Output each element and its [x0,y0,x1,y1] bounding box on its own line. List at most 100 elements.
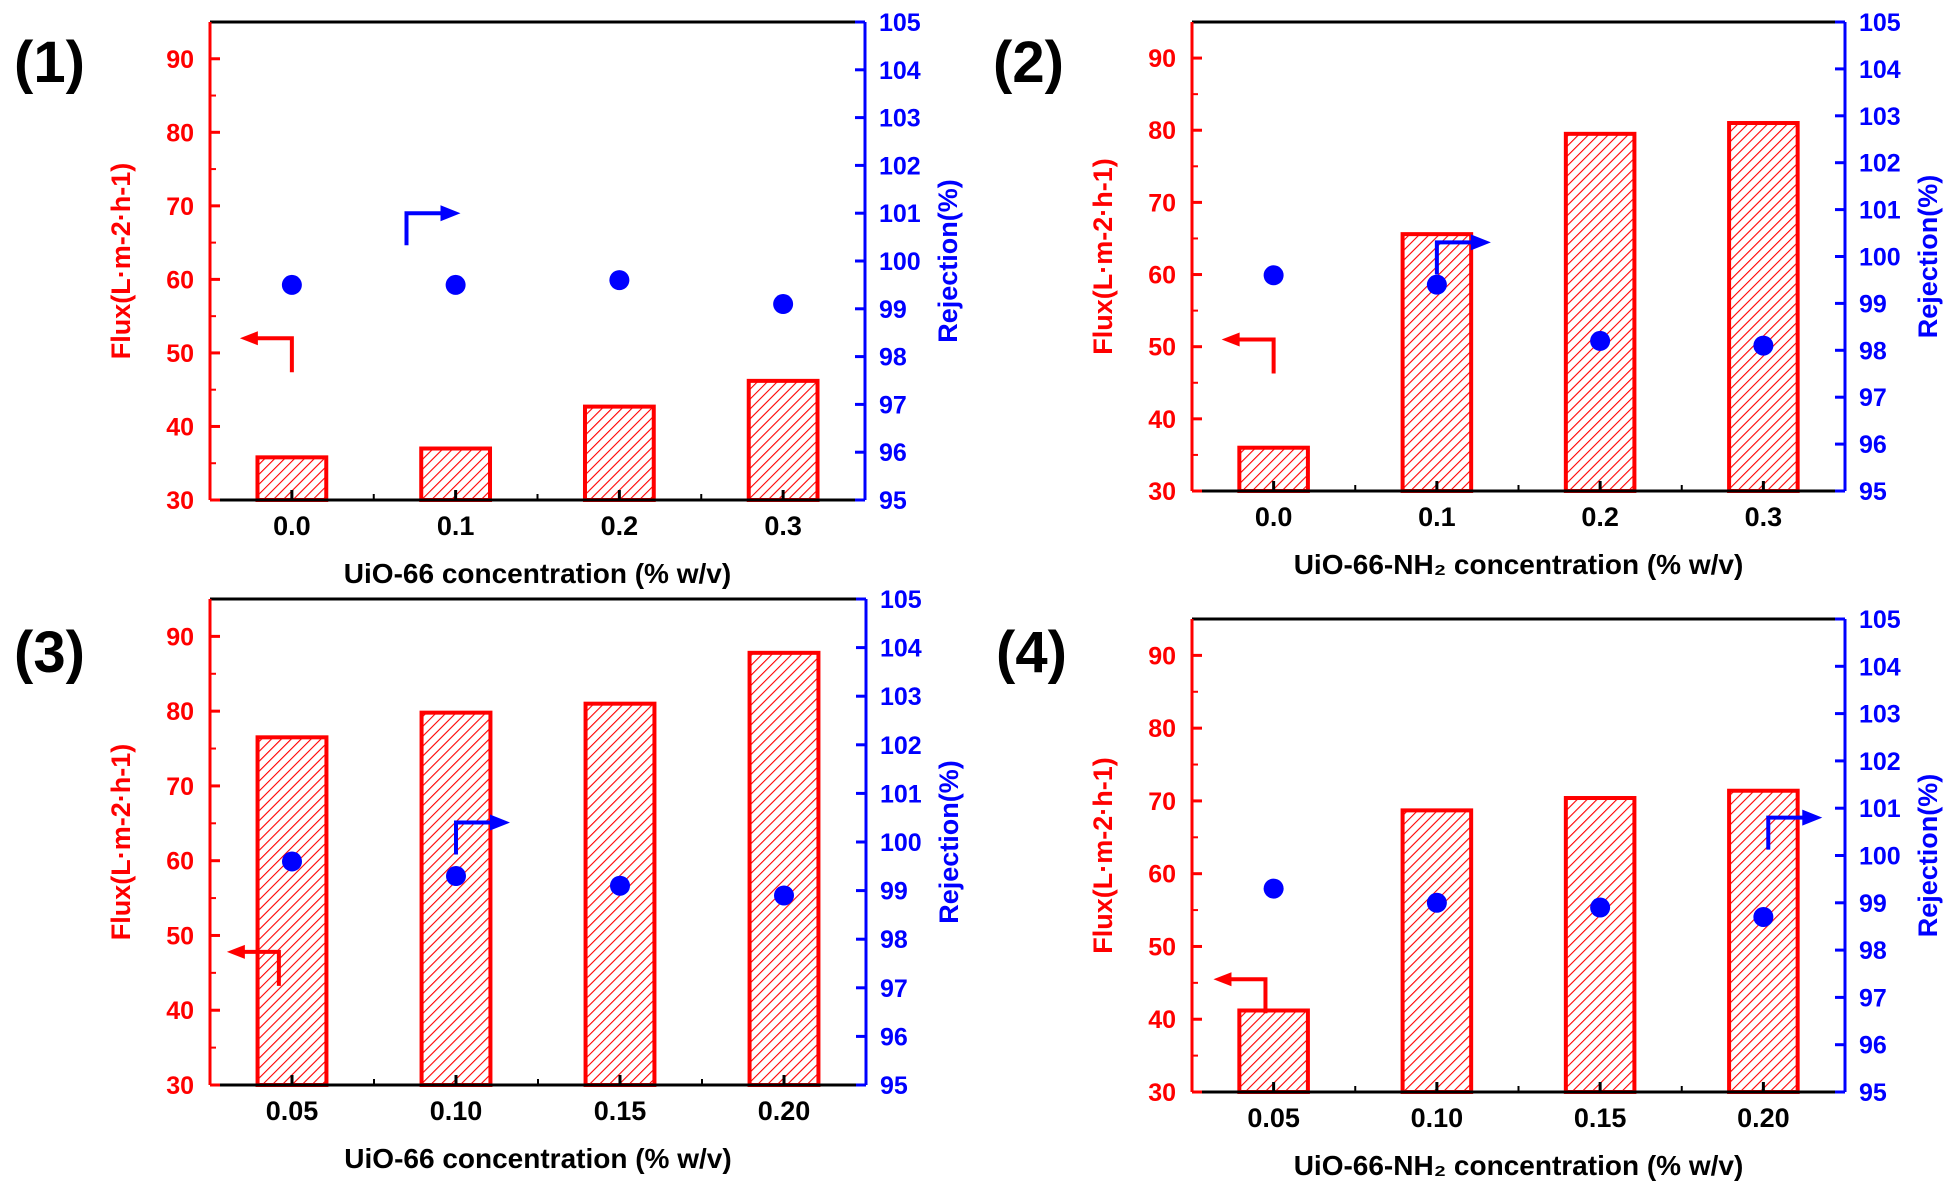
right-tick-label: 102 [1859,748,1901,776]
right-tick-label: 105 [1859,9,1901,37]
x-axis-label: UiO-66 concentration (% w/v) [344,558,731,589]
flux-axis-arrow [1235,337,1276,374]
right-tick-label: 105 [880,586,922,614]
left-tick-label: 60 [1148,861,1176,889]
right-tick-label: 97 [879,391,907,419]
right-tick-label: 95 [1859,478,1887,506]
flux-arrow-head [226,944,245,959]
left-axis-label: Flux(L·m-2·h-1) [106,163,136,359]
flux-axis-arrow [253,336,294,373]
rejection-point [1426,274,1447,295]
rejection-arrow-head [1802,809,1823,826]
right-tick-label: 100 [879,248,921,276]
left-tick-label: 50 [166,340,194,368]
right-tick-label: 101 [1859,197,1901,225]
right-tick-label: 97 [1859,984,1887,1012]
left-tick-label: 70 [166,193,194,221]
rejection-point [282,851,302,872]
right-tick-label: 102 [1859,150,1901,178]
right-tick-label: 100 [1859,244,1901,272]
panel-label: (4) [996,620,1067,685]
right-tick-label: 95 [880,1072,908,1100]
left-tick-label: 40 [1148,406,1176,434]
left-tick-label: 70 [1148,788,1176,816]
right-tick-label: 99 [1859,890,1887,918]
rejection-point [1753,906,1774,927]
right-tick-label: 104 [1859,653,1901,681]
panel-label: (3) [14,620,85,685]
left-tick-label: 60 [166,848,194,876]
flux-bar [1237,1008,1310,1095]
rejection-arrow-head [490,814,510,831]
flux-arrow-head [1221,332,1240,347]
x-tick-label: 0.15 [1574,1103,1627,1133]
flux-bar [1727,121,1800,493]
flux-bar [1400,808,1474,1094]
right-tick-label: 103 [1859,701,1901,729]
rejection-point [1263,265,1284,286]
rejection-point [1426,892,1447,913]
right-tick-label: 101 [879,200,921,228]
right-tick-label: 97 [1859,384,1887,412]
left-tick-label: 90 [166,623,194,651]
flux-axis-arrow [240,949,281,986]
rejection-point [609,270,630,291]
left-tick-label: 80 [1148,715,1176,743]
right-axis-label: Rejection(%) [1913,175,1943,339]
chart-panel-2: (2) 30 40 50 60 70 80 90 95 96 97 98 99 100 101 102 103 1… [993,9,1943,580]
left-tick-label: 40 [166,413,194,441]
right-tick-label: 95 [1859,1079,1887,1107]
right-tick-label: 96 [1859,431,1887,459]
rejection-point [1590,330,1611,351]
right-tick-label: 105 [879,9,921,37]
rejection-point [773,294,794,315]
left-tick-label: 80 [1148,117,1176,145]
left-tick-label: 60 [1148,262,1176,290]
chart-panel-4: (4) 30 40 50 60 70 80 90 95 96 97 98 99 100 101 102 103 1… [996,606,1943,1181]
chart-panel-1: (1) 30 40 50 60 70 80 90 95 96 97 98 99 100 101 102 103 1… [14,9,963,589]
x-tick-label: 0.10 [430,1096,483,1126]
left-tick-label: 60 [166,266,194,294]
rejection-arrow-head [1470,234,1491,251]
left-tick-label: 30 [166,487,194,515]
x-tick-label: 0.3 [764,511,802,541]
right-tick-label: 105 [1859,606,1901,634]
right-tick-label: 98 [880,926,908,954]
right-tick-label: 103 [879,105,921,133]
flux-bar [1563,796,1637,1095]
flux-bar [746,378,820,503]
x-tick-label: 0.20 [1737,1103,1790,1133]
flux-bar [747,650,821,1088]
right-tick-label: 101 [1859,795,1901,823]
left-tick-label: 50 [166,922,194,950]
right-axis-label: Rejection(%) [933,179,963,343]
panel-label: (1) [14,30,85,95]
x-tick-label: 0.10 [1411,1103,1464,1133]
x-axis-label: UiO-66-NH₂ concentration (% w/v) [1294,1150,1744,1181]
rejection-point [446,866,466,887]
left-tick-label: 90 [1148,45,1176,73]
right-tick-label: 95 [879,487,907,515]
right-axis-label: Rejection(%) [1913,774,1943,938]
right-tick-label: 97 [880,975,908,1003]
x-tick-label: 0.05 [1247,1103,1300,1133]
rejection-point [1590,897,1611,918]
rejection-axis-arrow [454,820,494,855]
left-tick-label: 30 [1148,1079,1176,1107]
flux-arrow-head [1213,972,1232,987]
right-tick-label: 96 [1859,1032,1887,1060]
left-axis-label: Flux(L·m-2·h-1) [106,744,136,940]
rejection-arrow-head [440,205,461,222]
rejection-axis-arrow [1766,815,1807,850]
right-tick-label: 103 [880,683,922,711]
right-tick-label: 102 [879,152,921,180]
left-tick-label: 80 [166,698,194,726]
right-tick-label: 98 [1859,937,1887,965]
flux-bar [1563,131,1637,493]
rejection-point [281,274,302,295]
x-tick-label: 0.05 [266,1096,319,1126]
left-axis-label: Flux(L·m-2·h-1) [1088,158,1118,354]
rejection-point [1263,878,1284,899]
x-tick-label: 0.20 [758,1096,811,1126]
